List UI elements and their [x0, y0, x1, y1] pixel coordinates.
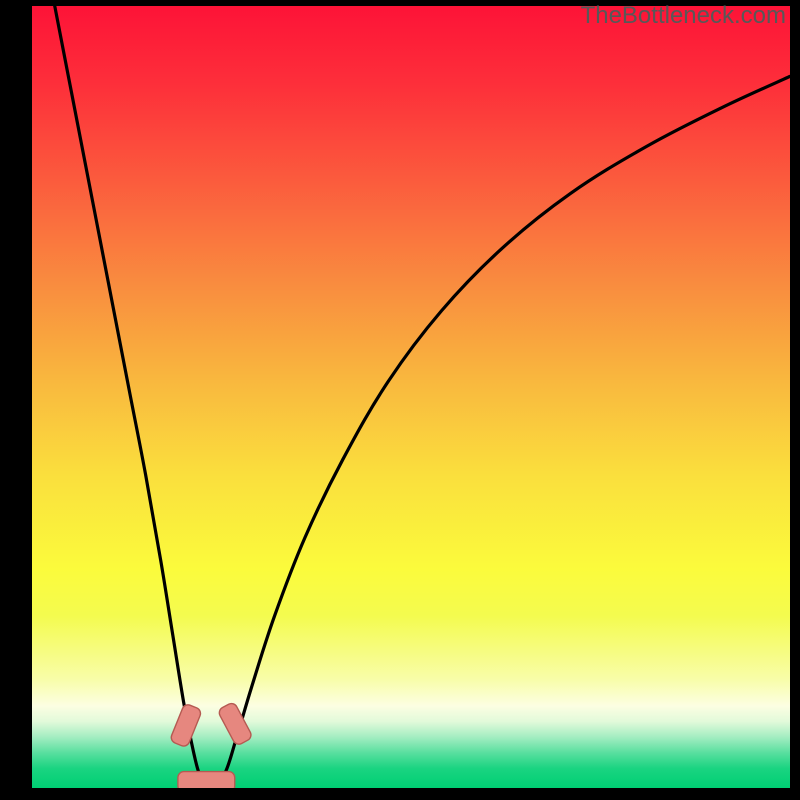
gradient-background — [32, 6, 790, 788]
bottleneck-curve-plot — [0, 0, 800, 800]
watermark-text: TheBottleneck.com — [581, 2, 786, 30]
chart-stage: TheBottleneck.com — [0, 0, 800, 800]
